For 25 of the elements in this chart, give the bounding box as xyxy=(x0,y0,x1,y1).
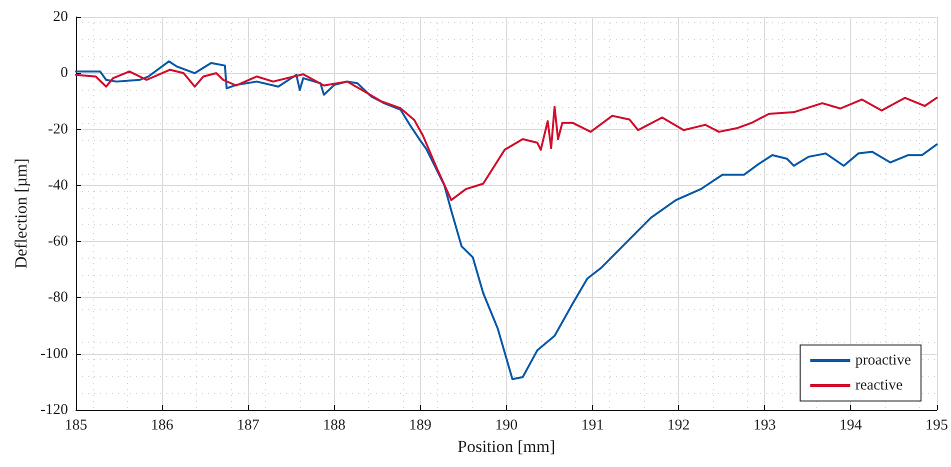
y-tick-label: 0 xyxy=(60,65,68,82)
line-series xyxy=(75,60,938,380)
y-tick-label: -40 xyxy=(48,177,68,194)
y-tick-label: -120 xyxy=(40,402,68,418)
x-tick-label: 186 xyxy=(150,418,174,434)
x-tick-label: 191 xyxy=(581,418,604,434)
x-tick-label: 187 xyxy=(236,418,260,434)
y-tick-label: -60 xyxy=(48,234,68,250)
x-tick-label: 189 xyxy=(409,418,432,434)
x-tick-label: 185 xyxy=(64,418,88,434)
x-tick-label: 188 xyxy=(322,418,346,434)
x-tick-label: 193 xyxy=(753,418,776,434)
y-axis-title: Deflection [µm] xyxy=(12,158,31,269)
x-axis-title: Position [mm] xyxy=(457,436,556,456)
x-tick-label: 190 xyxy=(495,418,518,434)
y-tick-label: -100 xyxy=(40,346,68,362)
y-tick-label: -20 xyxy=(48,121,68,138)
line-series xyxy=(75,68,938,202)
x-tick-label: 192 xyxy=(667,418,690,434)
y-tick-label: 20 xyxy=(53,9,68,25)
legend-label: proactive xyxy=(855,352,912,368)
x-tick-label: 195 xyxy=(926,418,948,434)
legend-label: reactive xyxy=(855,378,903,394)
x-tick-label: 194 xyxy=(839,418,862,434)
y-tick-label: -80 xyxy=(48,290,68,306)
